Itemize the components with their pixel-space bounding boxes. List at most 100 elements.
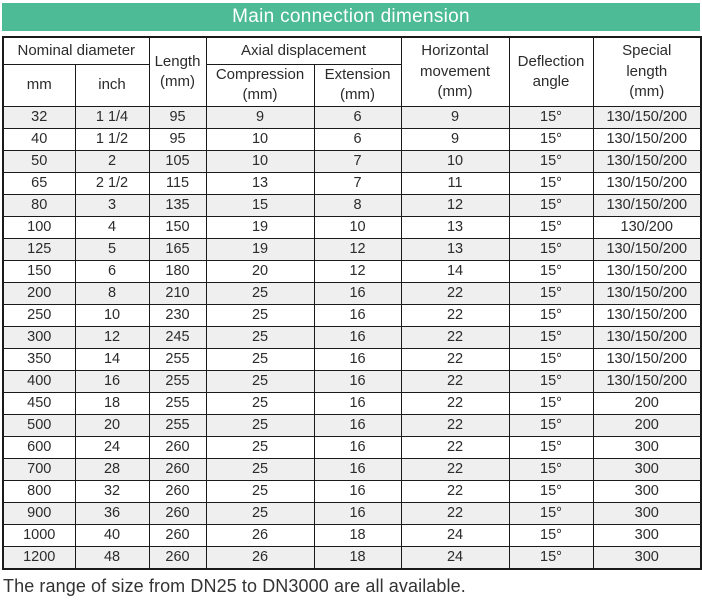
table-row: 150 6 180 20 12 14 15° 130/150/200: [2, 259, 702, 283]
table-cell: 9: [400, 105, 510, 129]
table-cell: 130/150/200: [592, 347, 702, 371]
table-cell: 12: [74, 325, 150, 349]
table-cell: 260: [148, 501, 207, 525]
table-cell: 18: [313, 545, 402, 569]
table-cell: 40: [74, 523, 150, 547]
table-cell: 12: [313, 237, 402, 261]
table-row: 450 18 255 25 16 22 15° 200: [2, 391, 702, 415]
table-cell: 600: [2, 435, 76, 459]
table-cell: 22: [400, 347, 510, 371]
header-inch: inch: [74, 63, 150, 107]
table-cell: 9: [400, 127, 510, 151]
table-cell: 16: [313, 501, 402, 525]
table-cell: 48: [74, 545, 150, 569]
table-row: 80 3 135 15 8 12 15° 130/150/200: [2, 193, 702, 217]
table-cell: 1000: [2, 523, 76, 547]
table-cell: 13: [205, 171, 315, 195]
table-cell: 15°: [508, 435, 594, 459]
table-cell: 700: [2, 457, 76, 481]
table-cell: 115: [148, 171, 207, 195]
table-cell: 255: [148, 369, 207, 393]
table-cell: 95: [148, 105, 207, 129]
table-cell: 80: [2, 193, 76, 217]
table-cell: 150: [148, 215, 207, 239]
table-row: 350 14 255 25 16 22 15° 130/150/200: [2, 347, 702, 371]
table-cell: 6: [313, 105, 402, 129]
table-cell: 300: [2, 325, 76, 349]
table-cell: 260: [148, 545, 207, 569]
table-cell: 130/150/200: [592, 105, 702, 129]
table-cell: 230: [148, 303, 207, 327]
table-cell: 400: [2, 369, 76, 393]
table-row: 200 8 210 25 16 22 15° 130/150/200: [2, 281, 702, 305]
table-cell: 24: [74, 435, 150, 459]
table-cell: 130/150/200: [592, 369, 702, 393]
table-cell: 36: [74, 501, 150, 525]
table-cell: 6: [313, 127, 402, 151]
table-cell: 245: [148, 325, 207, 349]
table-cell: 125: [2, 237, 76, 261]
table-cell: 15°: [508, 501, 594, 525]
header-mm: mm: [2, 63, 76, 107]
table-row: 1000 40 260 26 18 24 15° 300: [2, 523, 702, 547]
table-cell: 25: [205, 413, 315, 437]
table-cell: 15°: [508, 127, 594, 151]
table-cell: 300: [592, 479, 702, 503]
table-row: 125 5 165 19 12 13 15° 130/150/200: [2, 237, 702, 261]
table-cell: 260: [148, 479, 207, 503]
header-nominal-diameter: Nominal diameter: [2, 36, 150, 65]
table-cell: 25: [205, 501, 315, 525]
table-cell: 22: [400, 435, 510, 459]
table-cell: 22: [400, 501, 510, 525]
table-row: 300 12 245 25 16 22 15° 130/150/200: [2, 325, 702, 349]
table-cell: 2 1/2: [74, 171, 150, 195]
table-cell: 15°: [508, 523, 594, 547]
table-cell: 50: [2, 149, 76, 173]
table-cell: 25: [205, 303, 315, 327]
table-cell: 300: [592, 501, 702, 525]
table-cell: 15°: [508, 171, 594, 195]
table-cell: 15°: [508, 193, 594, 217]
table-cell: 350: [2, 347, 76, 371]
table-cell: 300: [592, 523, 702, 547]
table-cell: 15°: [508, 347, 594, 371]
table-cell: 500: [2, 413, 76, 437]
table-cell: 2: [74, 149, 150, 173]
table-cell: 150: [2, 259, 76, 283]
table-cell: 22: [400, 281, 510, 305]
table-cell: 22: [400, 479, 510, 503]
table-cell: 15: [205, 193, 315, 217]
table-cell: 16: [313, 391, 402, 415]
table-body: 32 1 1/4 95 9 6 9 15° 130/150/200 40 1 1/2 95 10 6 9 1…: [2, 105, 702, 569]
table-cell: 8: [74, 281, 150, 305]
table-cell: 26: [205, 545, 315, 569]
table-cell: 3: [74, 193, 150, 217]
table-cell: 260: [148, 523, 207, 547]
table-cell: 300: [592, 435, 702, 459]
header-compression: Compression (mm): [205, 63, 315, 107]
table-cell: 300: [592, 457, 702, 481]
table-cell: 16: [313, 413, 402, 437]
table-row: 250 10 230 25 16 22 15° 130/150/200: [2, 303, 702, 327]
table-row: 800 32 260 25 16 22 15° 300: [2, 479, 702, 503]
table-cell: 25: [205, 391, 315, 415]
table-cell: 130/150/200: [592, 259, 702, 283]
table-cell: 130/200: [592, 215, 702, 239]
table-cell: 16: [74, 369, 150, 393]
table-cell: 15°: [508, 303, 594, 327]
table-row: 32 1 1/4 95 9 6 9 15° 130/150/200: [2, 105, 702, 129]
table-cell: 15°: [508, 325, 594, 349]
table-cell: 200: [2, 281, 76, 305]
table-cell: 65: [2, 171, 76, 195]
table-cell: 15°: [508, 215, 594, 239]
table-cell: 13: [400, 215, 510, 239]
table-cell: 130/150/200: [592, 325, 702, 349]
table-row: 700 28 260 25 16 22 15° 300: [2, 457, 702, 481]
table-cell: 26: [205, 523, 315, 547]
table-cell: 16: [313, 479, 402, 503]
table-cell: 7: [313, 171, 402, 195]
table-cell: 25: [205, 479, 315, 503]
table-cell: 200: [592, 413, 702, 437]
connection-dimension-table: Nominal diameter Length (mm) Axial displ…: [2, 36, 702, 570]
